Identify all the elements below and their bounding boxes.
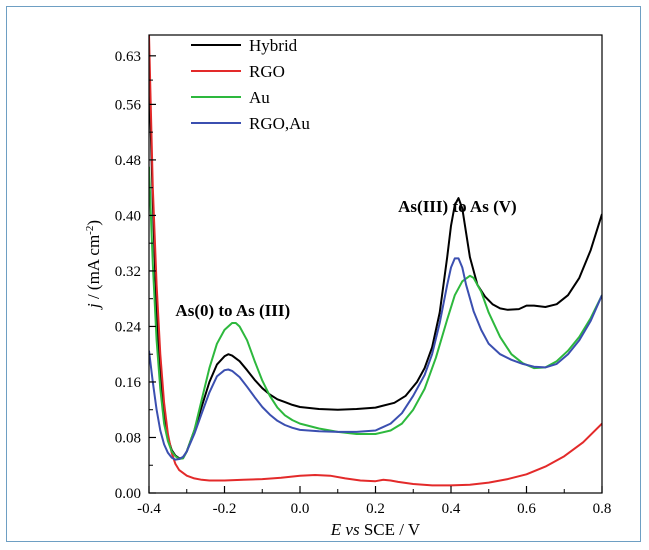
x-tick-label: -0.4 [137,501,161,517]
x-tick-label: 0.4 [442,501,461,517]
y-tick-label: 0.48 [115,153,141,169]
y-tick-label: 0.40 [115,208,141,224]
y-axis-title: j / (mA cm-2) [84,220,103,310]
series-line-hybrid [149,69,602,460]
legend-label: Hybrid [249,36,298,55]
annotation-label: As(0) to As (III) [175,301,290,320]
legend-label: RGO [249,62,285,81]
y-tick-label: 0.32 [115,264,141,280]
y-tick-label: 0.24 [115,319,142,335]
y-axis-title-end: ) [84,220,103,226]
y-tick-label: 0.16 [115,375,142,391]
y-tick-label: 0.63 [115,49,141,65]
legend-label: RGO,Au [249,114,310,133]
x-axis-title-rest: SCE / V [360,520,421,539]
series-layer [149,35,602,487]
x-tick-label: 0.2 [366,501,385,517]
series-line-rgo [149,35,602,487]
annotations: As(0) to As (III) As(III) to As (V) [175,197,516,320]
series-line-rgo-au [149,257,602,461]
x-axis-title-italic: E vs [330,520,360,539]
legend-label: Au [249,88,270,107]
x-tick-label: 0.0 [291,501,310,517]
annotation-label: As(III) to As (V) [398,197,517,216]
y-axis-title-italic: j [84,303,103,310]
line-chart: -0.4 -0.2 0.0 0.2 0.4 0.6 0.8 0.00 0.08 0.16 0.24 0… [84,34,612,539]
y-axis-title-superscript: -2 [84,226,96,235]
y-tick-label: 0.08 [115,430,141,446]
y-tick-label: 0.56 [115,97,142,113]
y-tick-label: 0.00 [115,486,141,502]
x-tick-label: -0.2 [213,501,237,517]
figure-frame: -0.4 -0.2 0.0 0.2 0.4 0.6 0.8 0.00 0.08 0.16 0.24 0… [6,6,641,542]
legend: Hybrid RGO Au RGO,Au [191,36,310,133]
axis-ticks: -0.4 -0.2 0.0 0.2 0.4 0.6 0.8 0.00 0.08 0.16 0.24 0… [115,49,612,517]
y-axis-title-rest: / (mA cm [84,235,103,303]
plot-area-border [148,34,603,494]
x-axis-title: E vs SCE / V [330,520,421,539]
x-tick-label: 0.8 [593,501,612,517]
x-tick-label: 0.6 [517,501,536,517]
